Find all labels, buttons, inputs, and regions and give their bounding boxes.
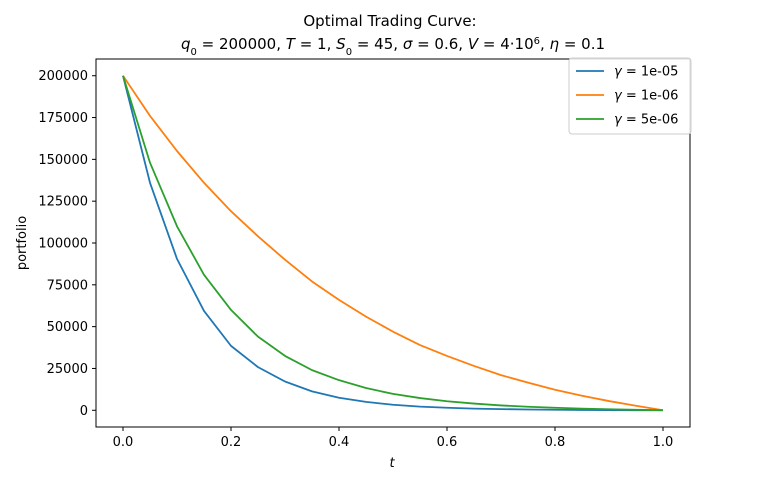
y-tick-label: 75000	[47, 278, 88, 293]
x-tick-label: 0.8	[545, 435, 566, 450]
title-param-superscript: 6	[534, 36, 540, 47]
title-param-subscript: 0	[346, 47, 352, 58]
series-line-5e-06	[122, 75, 664, 412]
y-tick-label: 175000	[38, 111, 88, 126]
chart-title-line2: q0 = 200000, T = 1, S0 = 45, σ = 0.6, V …	[181, 35, 605, 58]
x-tick-label: 0.6	[437, 435, 458, 450]
x-tick-label: 1.0	[653, 435, 674, 450]
y-tick-label: 125000	[38, 195, 88, 210]
title-param-symbol: S	[336, 35, 346, 53]
y-tick-label: 50000	[47, 320, 88, 335]
title-param-value: = 4·10	[478, 35, 534, 53]
y-tick-label: 0	[80, 404, 88, 419]
legend: γ = 1e-05γ = 1e-06γ = 5e-06	[568, 57, 692, 135]
title-param-symbol: V	[468, 35, 480, 53]
y-tick-label: 100000	[38, 237, 88, 252]
title-param-subscript: 0	[190, 47, 196, 58]
title-param-value: = 200000	[197, 35, 276, 53]
legend-value: = 1e-06	[622, 89, 679, 104]
title-param-separator: ,	[393, 35, 403, 53]
x-tick-label: 0.2	[221, 435, 242, 450]
series-line-1e-06	[122, 75, 664, 412]
legend-box	[568, 57, 692, 135]
title-param-separator: ,	[458, 35, 468, 53]
title-param-separator: ,	[276, 35, 286, 53]
title-param-symbol: q	[181, 35, 191, 53]
chart-title-line1: Optimal Trading Curve:	[303, 12, 476, 30]
title-param-symbol: σ	[403, 35, 413, 53]
title-param-value: = 45	[352, 35, 393, 53]
title-param-value: = 0.6	[412, 35, 458, 53]
legend-symbol: γ	[614, 65, 623, 80]
x-tick-label: 0.0	[113, 435, 134, 450]
y-axis-label: portfolio	[15, 216, 30, 270]
x-axis-label: t	[389, 456, 395, 471]
title-param-value: = 0.1	[559, 35, 605, 53]
title-param-symbol: T	[286, 35, 297, 53]
plot-area: 0.0 0.2 0.4 0.6 0.8 1.0 0 25000 50000 75000 100000…	[38, 58, 691, 450]
title-param-symbol: η	[550, 35, 560, 53]
legend-symbol: γ	[614, 113, 623, 128]
legend-value: = 1e-05	[622, 65, 679, 80]
legend-symbol: γ	[614, 89, 623, 104]
title-param-separator: ,	[540, 35, 550, 53]
legend-entry-label: γ = 1e-06	[614, 89, 678, 104]
legend-entry-label: γ = 1e-05	[614, 65, 678, 80]
y-tick-label: 200000	[38, 69, 88, 84]
series-line-1e-05	[122, 75, 664, 412]
legend-entry-label: γ = 5e-06	[614, 113, 678, 128]
x-tick-label: 0.4	[329, 435, 350, 450]
title-param-separator: ,	[327, 35, 337, 53]
y-tick-label: 25000	[47, 362, 88, 377]
y-tick-label: 150000	[38, 153, 88, 168]
title-param-value: = 1	[295, 35, 327, 53]
legend-value: = 5e-06	[622, 113, 679, 128]
